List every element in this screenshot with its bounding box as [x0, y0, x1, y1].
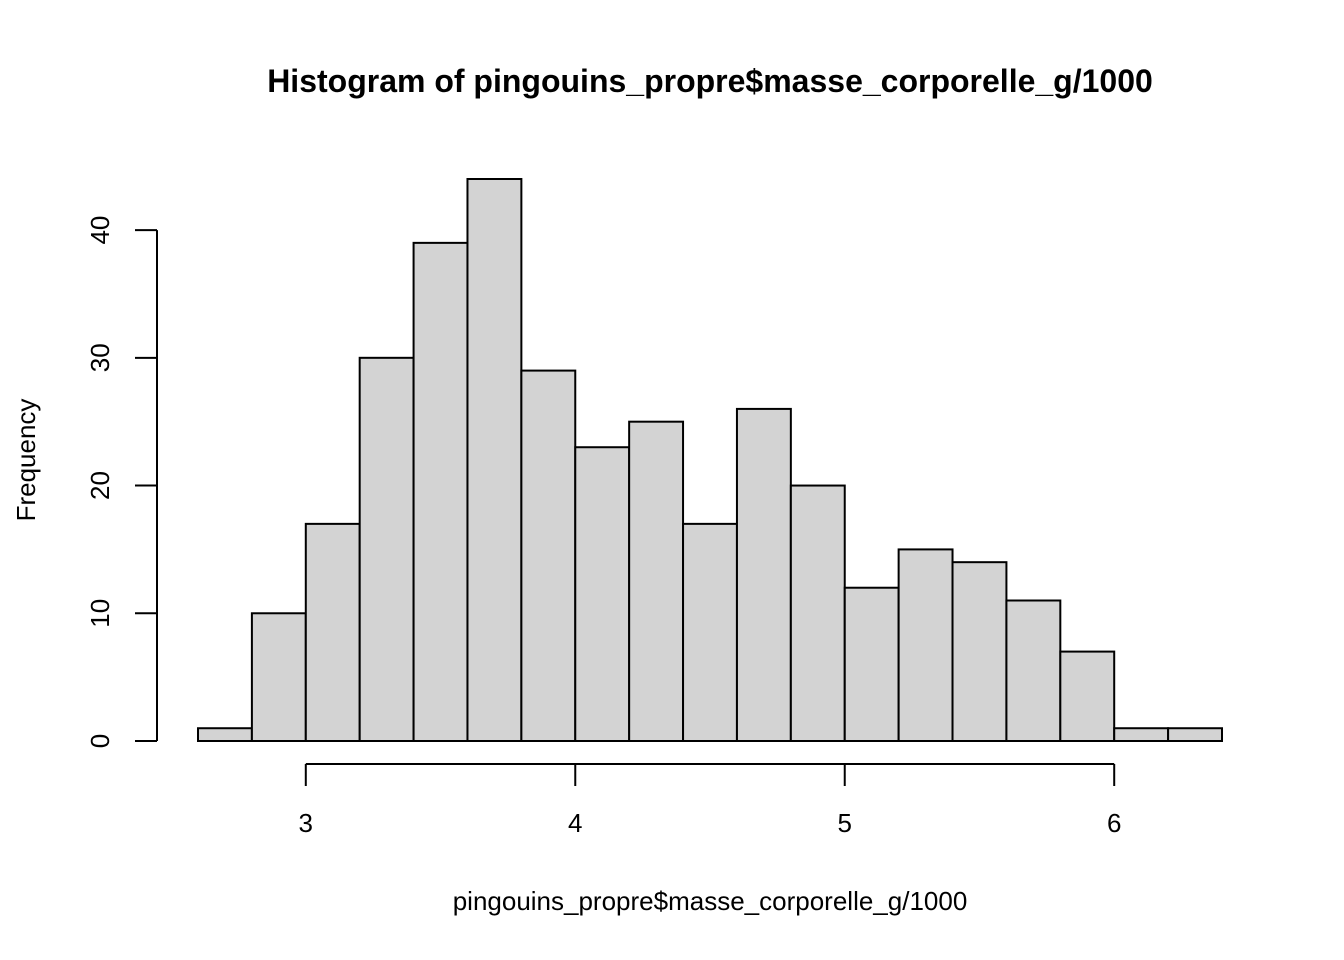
- histogram-bar: [897, 548, 954, 743]
- y-tick-label: 40: [85, 216, 115, 245]
- y-tick-label: 30: [85, 343, 115, 372]
- x-tick-label: 3: [299, 808, 313, 838]
- histogram-bar: [574, 446, 631, 742]
- y-tick-label: 10: [85, 599, 115, 628]
- histogram-bar: [682, 522, 738, 743]
- histogram-bar: [789, 484, 846, 742]
- histogram-bar: [466, 178, 523, 742]
- bars-group: [197, 178, 1223, 743]
- histogram-bar: [250, 612, 307, 742]
- histogram-bar: [1113, 727, 1170, 743]
- histogram-bar: [951, 561, 1008, 742]
- x-tick-label: 6: [1107, 808, 1121, 838]
- y-axis-label: Frequency: [11, 399, 41, 522]
- chart-title: Histogram of pingouins_propre$masse_corp…: [267, 63, 1153, 99]
- histogram-bar: [197, 727, 253, 743]
- histogram-bar: [843, 586, 900, 743]
- histogram-bar: [412, 241, 469, 742]
- histogram-bar: [735, 407, 792, 742]
- histogram-bar: [304, 522, 361, 743]
- x-tick-label: 4: [568, 808, 582, 838]
- x-axis-label: pingouins_propre$masse_corporelle_g/1000: [453, 886, 968, 916]
- y-tick-label: 0: [85, 734, 115, 748]
- y-axis: 0 10 20 30 40: [85, 216, 158, 748]
- y-tick-label: 20: [85, 471, 115, 500]
- histogram-bar: [1167, 727, 1223, 743]
- histogram-bar: [1005, 599, 1062, 742]
- histogram-bar: [628, 420, 685, 742]
- x-axis: 3 4 5 6: [299, 763, 1121, 838]
- histogram-bar: [520, 369, 577, 742]
- histogram-bar: [1059, 650, 1116, 742]
- histogram-bar: [358, 356, 415, 742]
- x-tick-label: 5: [838, 808, 852, 838]
